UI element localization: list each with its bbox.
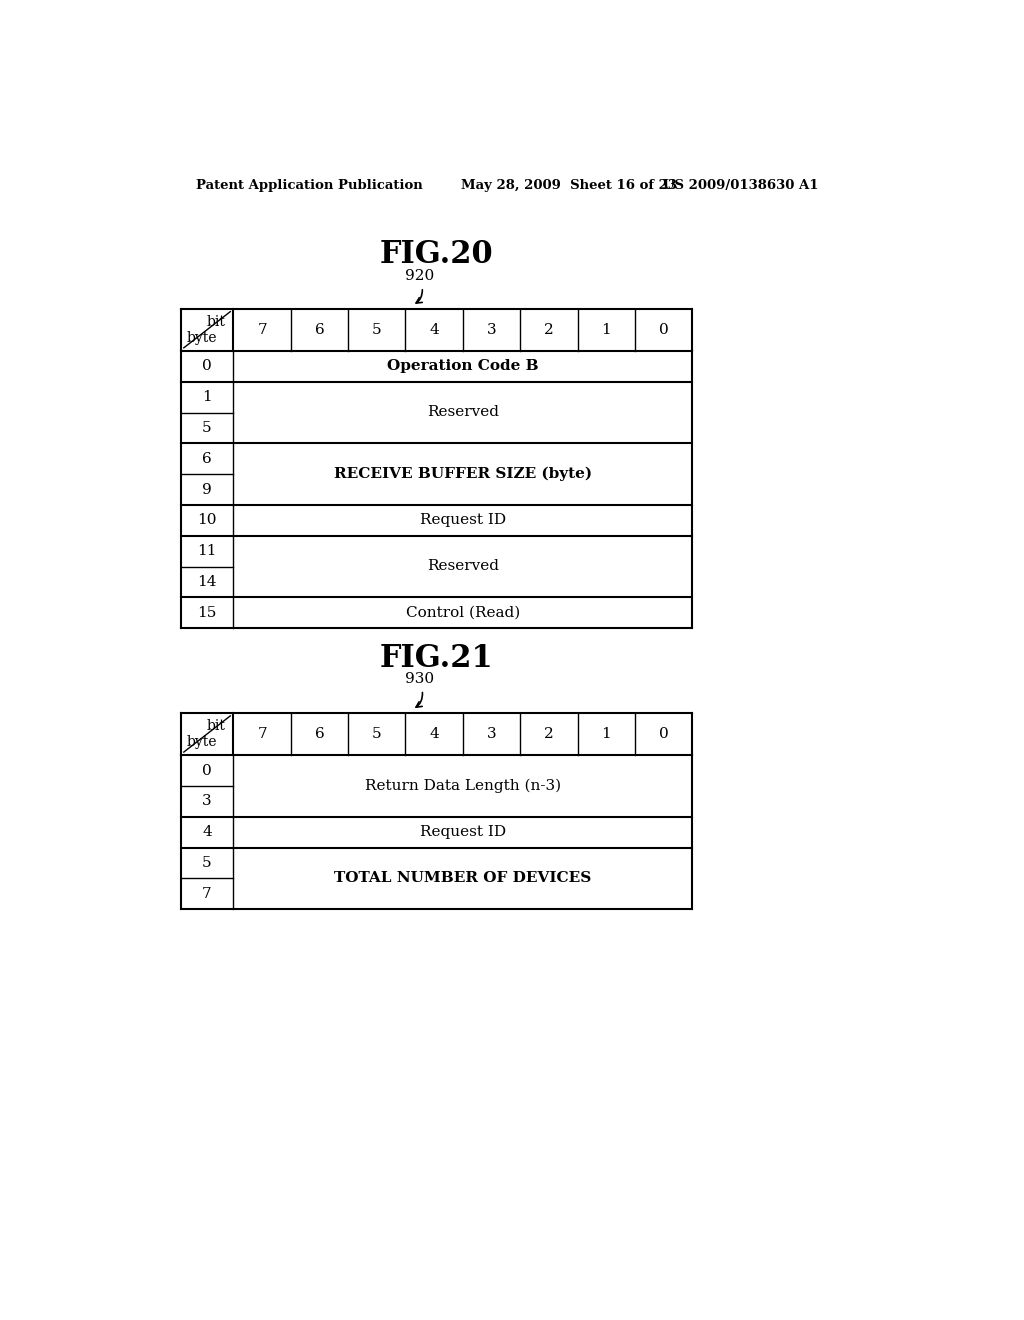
Text: 6: 6 (314, 322, 325, 337)
Text: US 2009/0138630 A1: US 2009/0138630 A1 (663, 178, 818, 191)
Text: 0: 0 (658, 727, 669, 741)
Text: 6: 6 (314, 727, 325, 741)
Text: 7: 7 (257, 727, 267, 741)
Text: 4: 4 (202, 825, 212, 840)
Text: May 28, 2009  Sheet 16 of 23: May 28, 2009 Sheet 16 of 23 (461, 178, 677, 191)
Text: 10: 10 (198, 513, 217, 527)
Text: Reserved: Reserved (427, 405, 499, 420)
Text: 1: 1 (601, 727, 611, 741)
Text: 920: 920 (406, 269, 434, 284)
Text: 1: 1 (601, 322, 611, 337)
Text: 5: 5 (372, 322, 382, 337)
Text: Control (Read): Control (Read) (406, 606, 520, 619)
Text: 2: 2 (544, 322, 554, 337)
Text: 7: 7 (257, 322, 267, 337)
Text: byte: byte (187, 331, 217, 345)
Text: 5: 5 (202, 855, 212, 870)
Text: 1: 1 (202, 391, 212, 404)
Text: FIG.21: FIG.21 (380, 643, 494, 675)
Text: TOTAL NUMBER OF DEVICES: TOTAL NUMBER OF DEVICES (334, 871, 592, 886)
Text: 5: 5 (202, 421, 212, 434)
Text: 14: 14 (198, 576, 217, 589)
Text: bit: bit (207, 719, 225, 733)
Text: 6: 6 (202, 451, 212, 466)
Text: 2: 2 (544, 727, 554, 741)
Text: Request ID: Request ID (420, 825, 506, 840)
Text: Return Data Length (n-3): Return Data Length (n-3) (365, 779, 561, 793)
Text: Operation Code B: Operation Code B (387, 359, 539, 374)
Text: 3: 3 (486, 727, 497, 741)
Text: 4: 4 (429, 322, 439, 337)
Text: RECEIVE BUFFER SIZE (byte): RECEIVE BUFFER SIZE (byte) (334, 467, 592, 482)
Text: 15: 15 (198, 606, 217, 619)
Text: 930: 930 (406, 672, 434, 686)
Text: 4: 4 (429, 727, 439, 741)
Text: 0: 0 (202, 359, 212, 374)
Text: bit: bit (207, 314, 225, 329)
Text: Reserved: Reserved (427, 560, 499, 573)
Text: 5: 5 (372, 727, 382, 741)
Text: 3: 3 (486, 322, 497, 337)
Text: 0: 0 (658, 322, 669, 337)
Text: 3: 3 (202, 795, 212, 808)
Text: Patent Application Publication: Patent Application Publication (197, 178, 423, 191)
Text: 7: 7 (202, 887, 212, 900)
Text: byte: byte (187, 735, 217, 748)
Text: Request ID: Request ID (420, 513, 506, 527)
Text: 11: 11 (198, 544, 217, 558)
Text: 0: 0 (202, 763, 212, 777)
Text: 9: 9 (202, 483, 212, 496)
Text: FIG.20: FIG.20 (380, 239, 494, 271)
